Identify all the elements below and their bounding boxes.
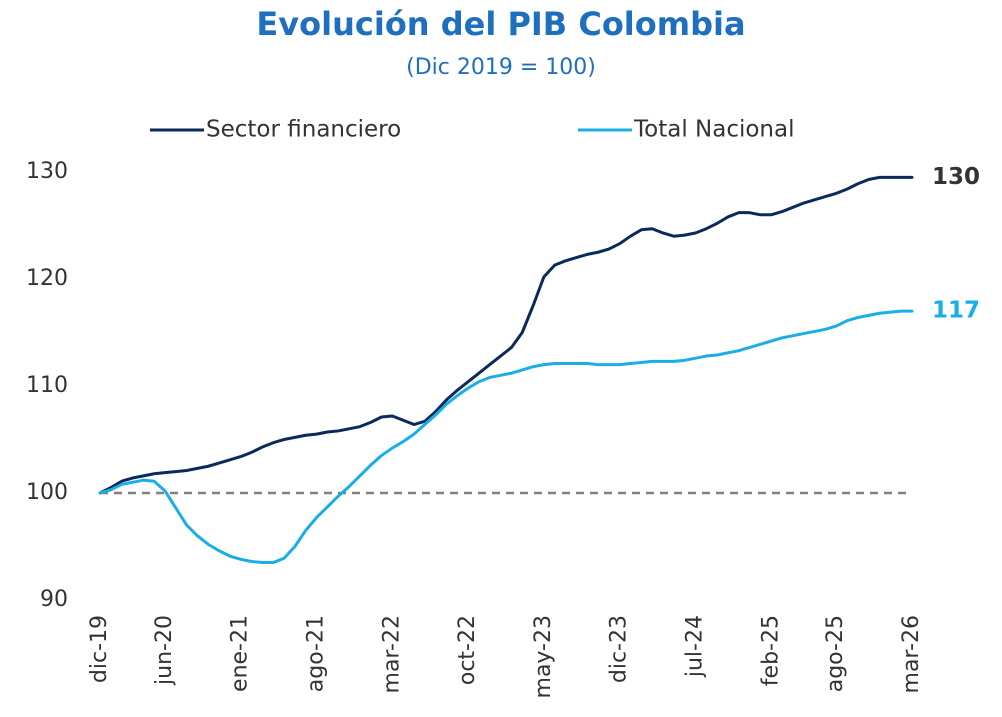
y-tick-label: 100: [26, 480, 68, 505]
x-tick-label: dic-23: [607, 615, 632, 683]
legend-label: Sector financiero: [206, 117, 401, 143]
legend-label: Total Nacional: [633, 117, 795, 143]
end-value-label: 117: [932, 298, 980, 324]
x-tick-label: dic-19: [87, 615, 112, 683]
x-tick-label: ene-21: [228, 615, 253, 692]
y-tick-label: 130: [26, 159, 68, 184]
chart-title: Evolución del PIB Colombia: [256, 5, 745, 43]
x-tick-label: ago-21: [304, 615, 329, 692]
series-line: [98, 175, 914, 495]
x-tick-label: oct-22: [455, 615, 480, 685]
x-tick-label: mar-22: [379, 615, 404, 693]
series-line: [98, 309, 914, 565]
y-tick-label: 120: [26, 266, 68, 291]
x-tick-label: ago-25: [823, 615, 848, 692]
x-tick-label: may-23: [531, 615, 556, 698]
x-tick-label: jun-20: [152, 615, 177, 686]
chart-subtitle: (Dic 2019 = 100): [406, 55, 596, 80]
end-value-label: 130: [932, 164, 980, 190]
x-tick-label: jul-24: [682, 615, 707, 678]
y-tick-label: 90: [40, 587, 68, 612]
x-tick-label: mar-26: [899, 615, 924, 693]
x-tick-label: feb-25: [758, 615, 783, 686]
y-tick-label: 110: [26, 373, 68, 398]
